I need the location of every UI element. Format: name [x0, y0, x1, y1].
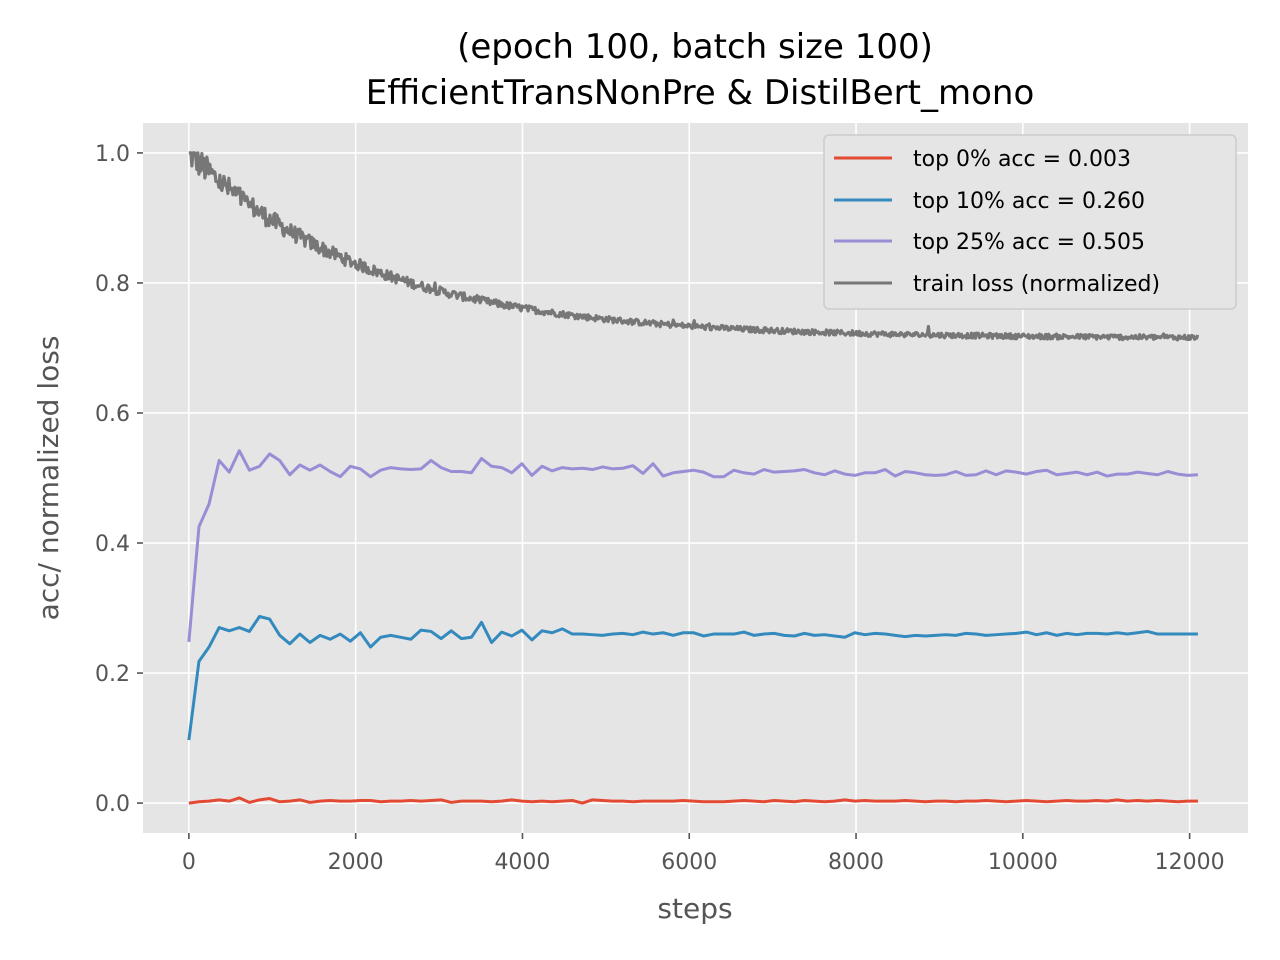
series-line-top25: [187, 449, 1199, 642]
series-line-top0: [188, 796, 1198, 805]
legend-label-top0: top 0% acc = 0.003: [913, 147, 1131, 172]
legend: top 0% acc = 0.003 top 10% acc = 0.260 t…: [823, 134, 1237, 310]
y-tick-label: 0.0: [95, 792, 130, 817]
chart-title-line1: (epoch 100, batch size 100): [457, 27, 933, 67]
legend-label-top25: top 25% acc = 0.505: [913, 230, 1145, 255]
chart-title-line2: EfficientTransNonPre & DistilBert_mono: [366, 73, 1035, 113]
y-tick-label: 0.6: [95, 402, 130, 427]
x-tick-label: 6000: [661, 850, 717, 875]
y-tick-label: 0.4: [95, 532, 130, 557]
y-axis-label: acc/ normalized loss: [32, 336, 65, 621]
grid: [143, 123, 1248, 833]
y-tick-label: 0.8: [95, 272, 130, 297]
series-line-top10: [187, 614, 1198, 741]
series-layer: [187, 151, 1200, 805]
legend-label-top10: top 10% acc = 0.260: [913, 189, 1145, 214]
x-axis-ticks: 0 2000 4000 6000 8000 10000 12000: [182, 833, 1225, 875]
x-tick-label: 2000: [328, 850, 384, 875]
y-tick-label: 1.0: [95, 142, 130, 167]
x-tick-label: 0: [182, 850, 196, 875]
x-tick-label: 12000: [1155, 850, 1225, 875]
series-line-train-loss: [188, 151, 1200, 342]
legend-box: [823, 134, 1237, 310]
y-tick-label: 0.2: [95, 662, 130, 687]
x-tick-label: 8000: [828, 850, 884, 875]
x-tick-label: 10000: [988, 850, 1058, 875]
y-axis-ticks: 0.0 0.2 0.4 0.6 0.8 1.0: [95, 142, 143, 817]
legend-label-train-loss: train loss (normalized): [913, 272, 1160, 297]
x-axis-label: steps: [657, 892, 732, 925]
x-tick-label: 4000: [494, 850, 550, 875]
